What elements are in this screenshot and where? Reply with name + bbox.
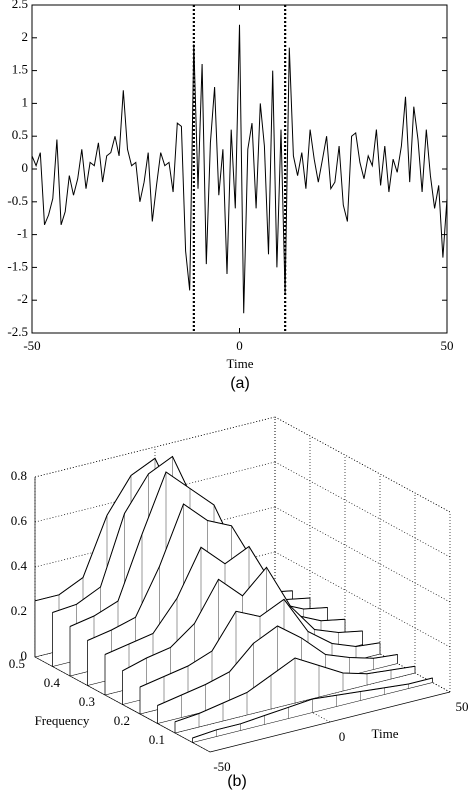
grid-line <box>274 416 451 513</box>
grid-line <box>34 416 276 478</box>
grid-line <box>274 551 451 648</box>
y-tick-label: 2 <box>22 29 29 44</box>
x-axis-label: Time <box>372 726 399 741</box>
x-tick-label: 0 <box>236 338 243 353</box>
x-tick-label: 0 <box>339 729 346 744</box>
caption: (b) <box>227 773 247 790</box>
x-tick-label: -50 <box>213 759 230 774</box>
y-tick-label: 0.5 <box>9 656 25 671</box>
y-tick-label: 0.2 <box>114 713 130 728</box>
x-tick-label: 50 <box>456 699 469 714</box>
y-tick-label: 2.5 <box>12 0 28 11</box>
z-tick-label: 0.4 <box>11 558 28 573</box>
y-tick-label: -1.5 <box>7 258 28 273</box>
box-edge <box>209 691 451 753</box>
caption: (a) <box>230 375 250 392</box>
x-tick-label: 50 <box>441 338 454 353</box>
y-tick-label: 1.5 <box>12 62 28 77</box>
x-tick-label: -50 <box>23 338 40 353</box>
y-tick-label: 0.5 <box>12 127 28 142</box>
y-tick-label: 0.1 <box>149 732 165 747</box>
signal-line <box>31 24 448 314</box>
y-tick-label: 1 <box>22 94 29 109</box>
y-axis-label: Frequency <box>35 713 90 728</box>
z-tick-label: 0.2 <box>11 603 27 618</box>
grid-line <box>274 461 451 558</box>
y-tick-label: 0 <box>22 160 29 175</box>
y-tick-label: 0.3 <box>79 694 95 709</box>
z-tick-label: 0 <box>21 648 28 663</box>
x-axis-label: Time <box>227 356 254 371</box>
z-tick-label: 0.6 <box>11 513 28 528</box>
y-tick-label: -0.5 <box>7 193 28 208</box>
y-tick-label: -1 <box>17 226 28 241</box>
y-tick-label: -2.5 <box>7 324 28 339</box>
z-tick-label: 0.8 <box>11 468 27 483</box>
grid-line <box>274 506 451 603</box>
y-tick-label: -2 <box>17 291 28 306</box>
y-tick-label: 0.4 <box>44 675 61 690</box>
